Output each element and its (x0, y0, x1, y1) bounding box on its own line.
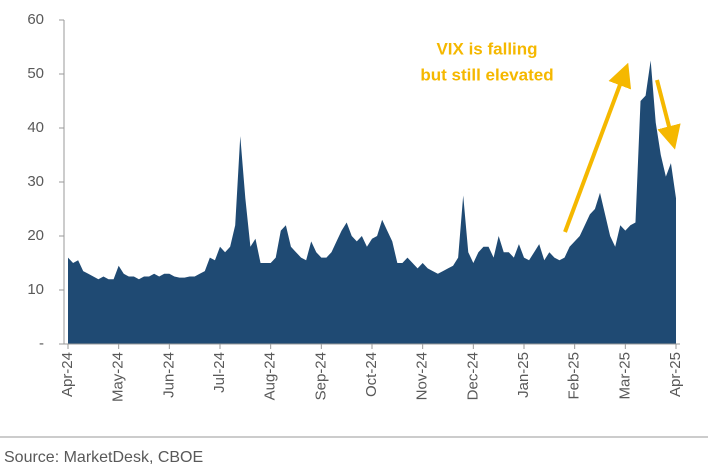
y-tick-label: 30 (27, 173, 44, 190)
x-tick-label: Jun-24 (160, 352, 177, 398)
x-tick-label: May-24 (110, 352, 127, 402)
x-tick-label: Apr-24 (59, 352, 76, 397)
y-tick-label: 20 (27, 227, 44, 244)
source: Source: MarketDesk, CBOE (4, 449, 203, 466)
x-tick-label: Mar-25 (616, 352, 633, 400)
x-tick-label: Oct-24 (363, 352, 380, 397)
x-tick-label: Nov-24 (414, 352, 431, 400)
x-tick-label: Apr-25 (667, 352, 684, 397)
y-tick-label: - (39, 335, 44, 352)
annotation: VIX is falling (436, 39, 537, 58)
annotation-arrow (563, 62, 632, 233)
x-tick-label: Dec-24 (464, 352, 481, 400)
y-tick-label: 50 (27, 65, 44, 82)
annotation: but still elevated (420, 65, 553, 84)
x-tick-label: Aug-24 (262, 352, 279, 400)
y-tick-label: 10 (27, 281, 44, 298)
area (68, 60, 676, 344)
annotation-arrow (655, 79, 681, 150)
x-tick-label: Feb-25 (566, 352, 583, 400)
y-tick-label: 40 (27, 119, 44, 136)
x-tick-label: Sep-24 (312, 352, 329, 400)
x-tick-label: Jan-25 (515, 352, 532, 398)
x-tick-label: Jul-24 (211, 352, 228, 393)
y-tick-label: 60 (27, 11, 44, 28)
